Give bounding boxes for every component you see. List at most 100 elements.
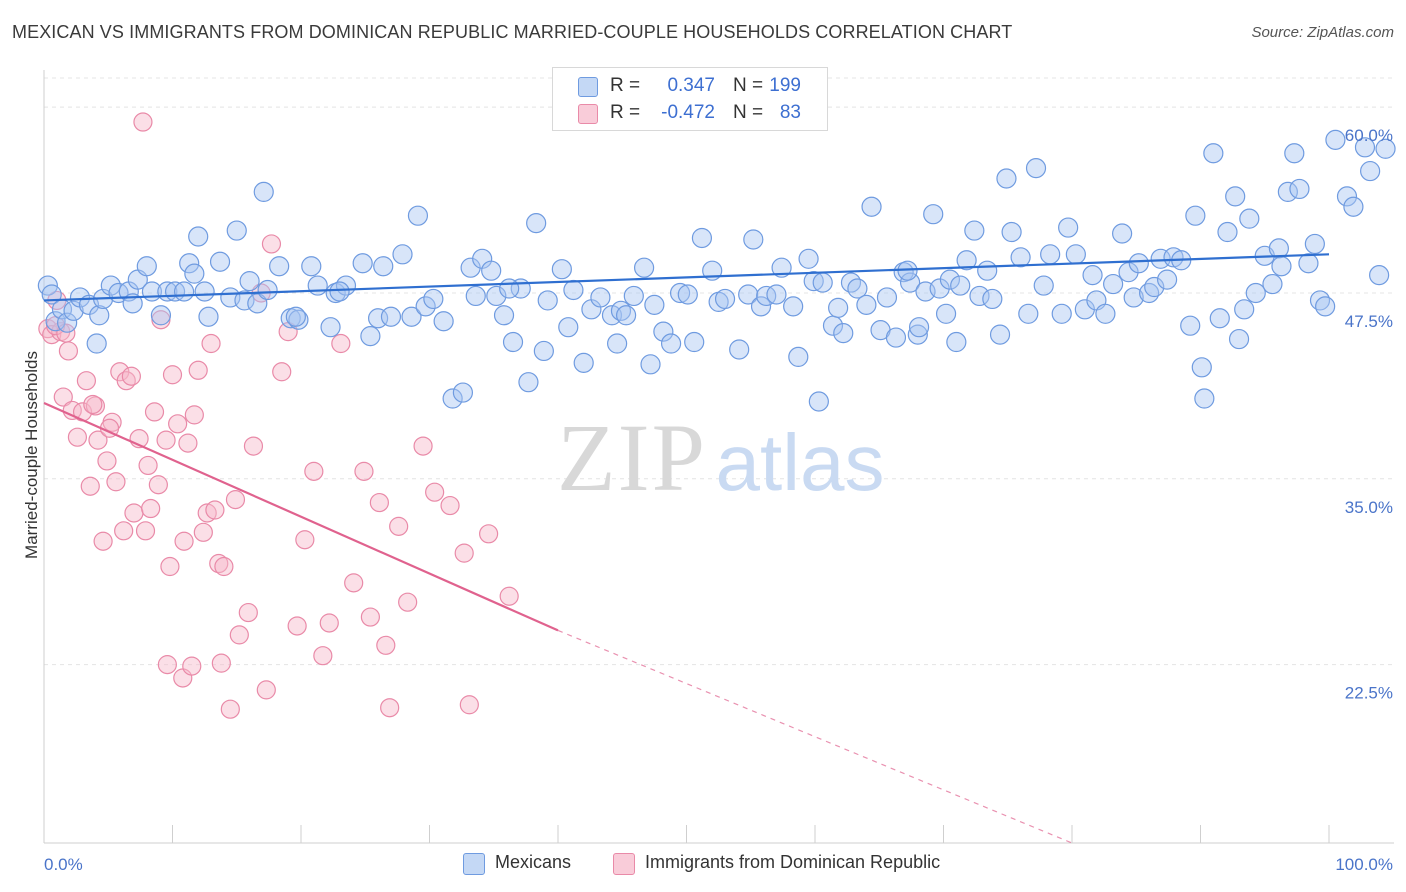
data-point-mexican <box>1194 388 1215 409</box>
data-point-mexican <box>1268 238 1289 259</box>
data-point-mexican <box>1156 269 1178 290</box>
data-point-mexican <box>607 333 628 354</box>
data-point-mexican <box>1033 275 1054 296</box>
data-point-mexican <box>812 272 833 293</box>
data-point-mexican <box>184 263 205 284</box>
data-point-mexican <box>1228 328 1250 350</box>
data-point-dominican <box>168 414 188 434</box>
data-point-dominican <box>124 503 144 523</box>
legend-r-label: R = <box>610 102 641 123</box>
data-point-mexican <box>798 248 819 269</box>
data-point-dominican <box>135 521 156 541</box>
data-point-dominican <box>205 500 225 520</box>
data-point-mexican <box>1180 315 1201 336</box>
data-point-dominican <box>479 524 499 544</box>
legend-row-mexicans: R = 0.347 N = 199 <box>553 74 827 100</box>
data-point-mexican <box>392 244 413 265</box>
data-point-mexican <box>573 352 594 373</box>
x-tick-label: 100.0% <box>1335 855 1393 874</box>
data-point-mexican <box>63 300 84 321</box>
data-point-mexican <box>923 204 944 225</box>
y-tick-label: 35.0% <box>1345 498 1393 517</box>
data-point-mexican <box>743 229 764 250</box>
data-point-dominican <box>229 625 249 645</box>
data-point-mexican <box>533 340 554 362</box>
data-point-dominican <box>243 436 264 456</box>
data-point-mexican <box>669 282 691 304</box>
data-point-mexican <box>1271 256 1292 277</box>
data-point-mexican <box>964 220 985 241</box>
data-point-mexican <box>442 388 463 409</box>
data-point-dominican <box>76 371 97 391</box>
data-point-mexican <box>861 196 882 217</box>
data-point-mexican <box>89 305 110 326</box>
data-point-mexican <box>783 296 804 317</box>
data-point-mexican <box>537 290 558 311</box>
data-point-mexican <box>771 257 792 278</box>
data-point-dominican <box>184 405 204 425</box>
dominican-points <box>38 112 519 719</box>
data-point-mexican <box>1277 181 1298 202</box>
data-point-dominican <box>156 430 176 450</box>
data-point-mexican <box>633 257 655 278</box>
data-point-mexican <box>173 281 195 302</box>
data-point-mexican <box>433 311 454 332</box>
legend-r-value: 0.347 <box>667 75 715 96</box>
data-point-mexican <box>908 317 930 338</box>
data-point-mexican <box>136 256 157 277</box>
data-point-mexican <box>1354 137 1376 158</box>
data-point-mexican <box>756 285 777 307</box>
data-point-mexican <box>1185 205 1206 226</box>
data-point-dominican <box>106 472 126 492</box>
data-point-mexican <box>194 281 215 302</box>
data-point-mexican <box>257 279 278 301</box>
data-point-dominican <box>499 586 519 606</box>
data-point-mexican <box>885 327 907 348</box>
data-point-mexican <box>179 253 200 274</box>
data-point-dominican <box>376 635 396 655</box>
data-point-mexican <box>1209 308 1230 329</box>
data-point-dominican <box>188 360 208 380</box>
tick-labels: 22.5% 35.0% 47.5% 60.0% 0.0% 100.0% <box>44 126 1393 874</box>
data-point-mexican <box>653 321 674 342</box>
data-point-mexican <box>352 253 373 274</box>
data-point-dominican <box>354 461 374 481</box>
data-point-mexican <box>253 181 274 202</box>
data-point-mexican <box>1123 287 1144 308</box>
data-point-mexican <box>1082 265 1103 286</box>
data-point-mexican <box>660 333 682 354</box>
data-point-dominican <box>360 607 380 627</box>
data-point-mexican <box>486 285 507 307</box>
data-point-mexican <box>1343 196 1364 217</box>
data-point-dominican <box>220 699 240 719</box>
data-point-mexican <box>415 296 436 317</box>
data-point-mexican <box>481 260 502 281</box>
data-point-dominican <box>211 653 231 673</box>
bottom-legend-label: Immigrants from Dominican Republic <box>645 852 941 872</box>
data-point-mexican <box>833 323 854 344</box>
trend-lines <box>43 253 1330 844</box>
legend-n-label: N = <box>733 75 764 96</box>
data-point-mexican <box>616 305 637 326</box>
data-point-dominican <box>214 556 234 577</box>
grid-lines <box>44 77 1394 666</box>
data-point-dominican <box>425 482 445 502</box>
data-point-mexican <box>1095 303 1116 324</box>
bottom-legend-dominican: Immigrants from Dominican Republic <box>613 852 993 876</box>
data-point-mexican <box>808 391 829 412</box>
data-point-mexican <box>828 297 849 318</box>
data-point-mexican <box>1191 357 1212 378</box>
data-point-mexican <box>840 272 862 293</box>
data-point-mexican <box>502 331 524 353</box>
data-point-mexican <box>100 275 121 296</box>
data-point-dominican <box>141 498 161 519</box>
data-point-mexican <box>989 324 1011 345</box>
data-point-mexican <box>623 285 644 307</box>
data-point-mexican <box>1239 208 1260 229</box>
data-point-dominican <box>201 333 221 354</box>
data-point-mexican <box>590 287 611 308</box>
data-point-mexican <box>1289 178 1310 200</box>
data-point-mexican <box>876 287 898 308</box>
data-point-mexican <box>368 308 389 329</box>
